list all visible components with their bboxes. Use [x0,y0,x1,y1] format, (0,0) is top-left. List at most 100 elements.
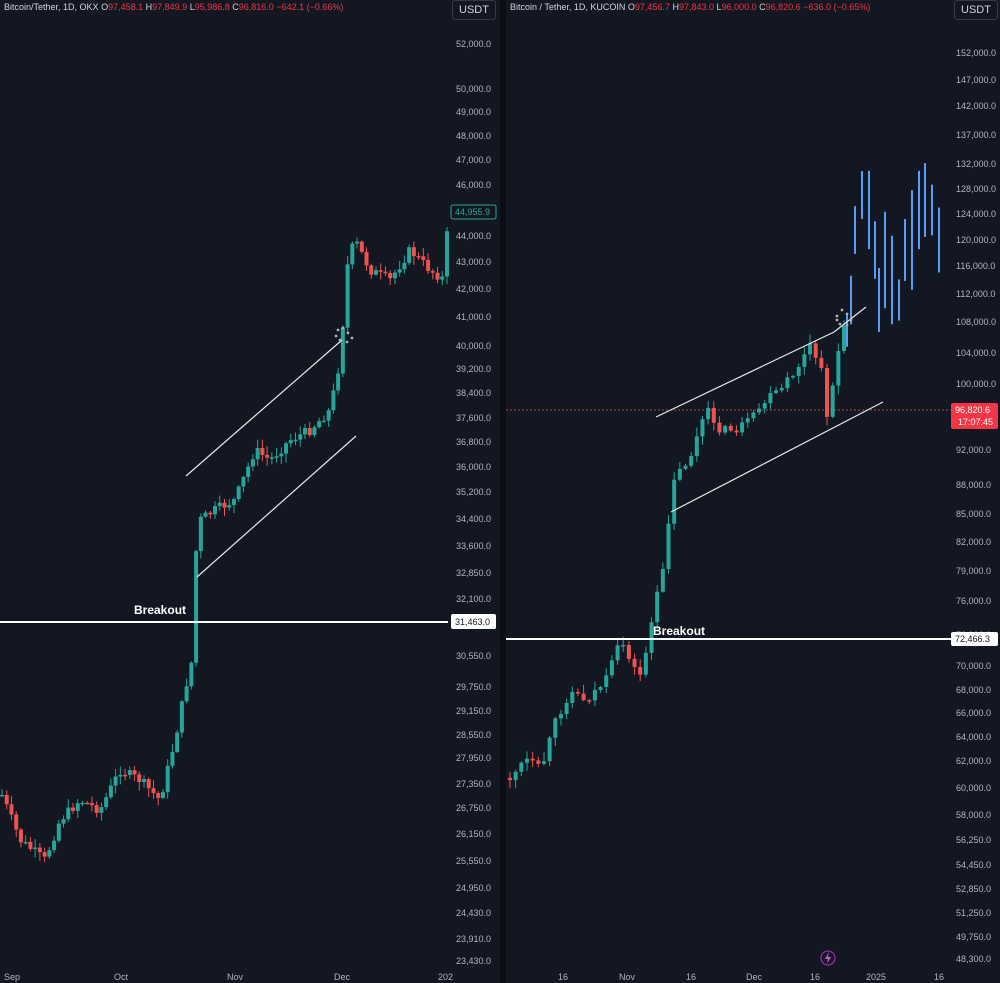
lightning-icon [825,952,831,964]
candle-body [796,366,801,376]
candlestick-chart-right[interactable]: 152,000.0 147,000.0 142,000.0 137,000.0 132,… [506,0,1000,983]
candle-body [194,551,199,663]
y-axis-tick: 26,150.0 [456,829,491,839]
channel-upper-line [185,339,343,477]
candle-body [842,325,846,352]
candle-body [307,428,312,436]
candle-body [536,760,541,764]
candle-body [632,658,637,667]
candle-body [279,453,284,457]
candle-body [751,412,756,419]
y-axis-tick: 56,250.0 [956,835,991,845]
chart-panel-right[interactable]: 152,000.0 147,000.0 142,000.0 137,000.0 132,… [506,0,1000,983]
symbol-label[interactable]: Bitcoin / Tether, 1D, KUCOIN [510,2,626,12]
projection-bar [878,268,880,332]
candle-body [298,434,303,440]
projection-bar [904,219,906,281]
y-axis-tick: 64,000.0 [956,732,991,742]
candle-body [411,247,416,257]
candle-body [326,410,331,421]
projection-bar [931,184,933,236]
y-axis-tick: 34,400.0 [456,514,491,524]
candle-body [553,718,558,738]
candle-body [132,770,137,775]
chart-panel-left[interactable]: 52,000.0 50,000.0 49,000.0 48,000.0 47,000.0… [0,0,500,983]
candle-body [175,732,180,752]
candle-body [643,652,648,675]
marker-dot [840,308,844,312]
candle-body [392,272,397,279]
y-axis-tick: 51,250.0 [956,908,991,918]
marker-dot [345,340,349,344]
x-axis-tick: Nov [619,972,636,982]
y-axis-tick: 38,400.0 [456,388,491,398]
candle-body [18,829,23,843]
y-axis-tick: 116,000.0 [956,261,995,271]
candle-body [99,807,104,813]
candle-body [241,476,246,487]
y-axis-tick: 46,000.0 [456,180,491,190]
candle-body [808,343,813,355]
candle-body [85,802,90,805]
candle-body [364,251,369,266]
candle-body [52,840,57,851]
candle-body [723,425,728,433]
candle-body [260,447,265,455]
candle-body [819,357,824,368]
candle-body [321,420,326,423]
candle-body [768,392,773,404]
candle-body [558,713,563,719]
lightning-icon-ring [820,950,836,966]
y-axis-tick: 32,850.0 [456,568,491,578]
candle-body [75,803,80,811]
currency-button[interactable]: USDT [954,0,998,20]
x-axis-tick: 2025 [866,972,886,982]
x-axis-tick: 16 [686,972,696,982]
candlestick-chart-left[interactable]: 52,000.0 50,000.0 49,000.0 48,000.0 47,000.0… [0,0,500,983]
y-axis-tick: 43,000.0 [456,257,491,267]
candle-body [830,385,835,417]
y-axis-tick: 142,000.0 [956,101,996,111]
x-axis-tick: Dec [746,972,763,982]
candle-body [426,259,431,271]
candle-body [421,256,426,260]
panel-divider[interactable] [500,0,506,983]
candle-body [779,388,784,391]
y-axis-tick: 70,000.0 [956,661,991,671]
projection-bar [924,163,926,237]
candle-body [317,421,322,428]
y-axis-tick: 48,300.0 [956,954,991,964]
y-axis-tick: 26,750.0 [456,803,491,813]
candle-body [706,407,711,420]
candle-body [655,591,660,623]
candle-body [519,762,524,772]
breakout-price-text: 72,466.3 [955,634,990,644]
projection-bar [938,207,940,273]
breakout-label: Breakout [653,624,705,638]
marker-dot [845,323,849,327]
candle-body [61,819,66,824]
candle-body [407,247,412,263]
candle-body [445,231,449,277]
candle-body [373,270,378,275]
projection-bar [911,190,913,290]
marker-dot [336,328,340,332]
breakout-price-tag [451,614,496,629]
candle-body [513,771,518,781]
symbol-label[interactable]: Bitcoin/Tether, 1D, OKX [4,2,99,12]
candle-body [717,422,722,433]
candle-body [660,568,665,592]
high-value: 97,843.0 [678,2,715,12]
y-axis-tick: 29,750.0 [456,682,491,692]
y-axis-tick: 88,000.0 [956,480,991,490]
candle-body [265,454,270,458]
projection-bar [846,313,848,347]
candle-body [728,425,733,431]
candle-body [56,823,61,841]
currency-button[interactable]: USDT [452,0,496,20]
candle-body [137,774,142,783]
candle-body [123,774,128,777]
candle-body [350,243,355,265]
y-axis-tick: 52,850.0 [956,884,991,894]
y-axis-tick: 47,000.0 [456,155,491,165]
